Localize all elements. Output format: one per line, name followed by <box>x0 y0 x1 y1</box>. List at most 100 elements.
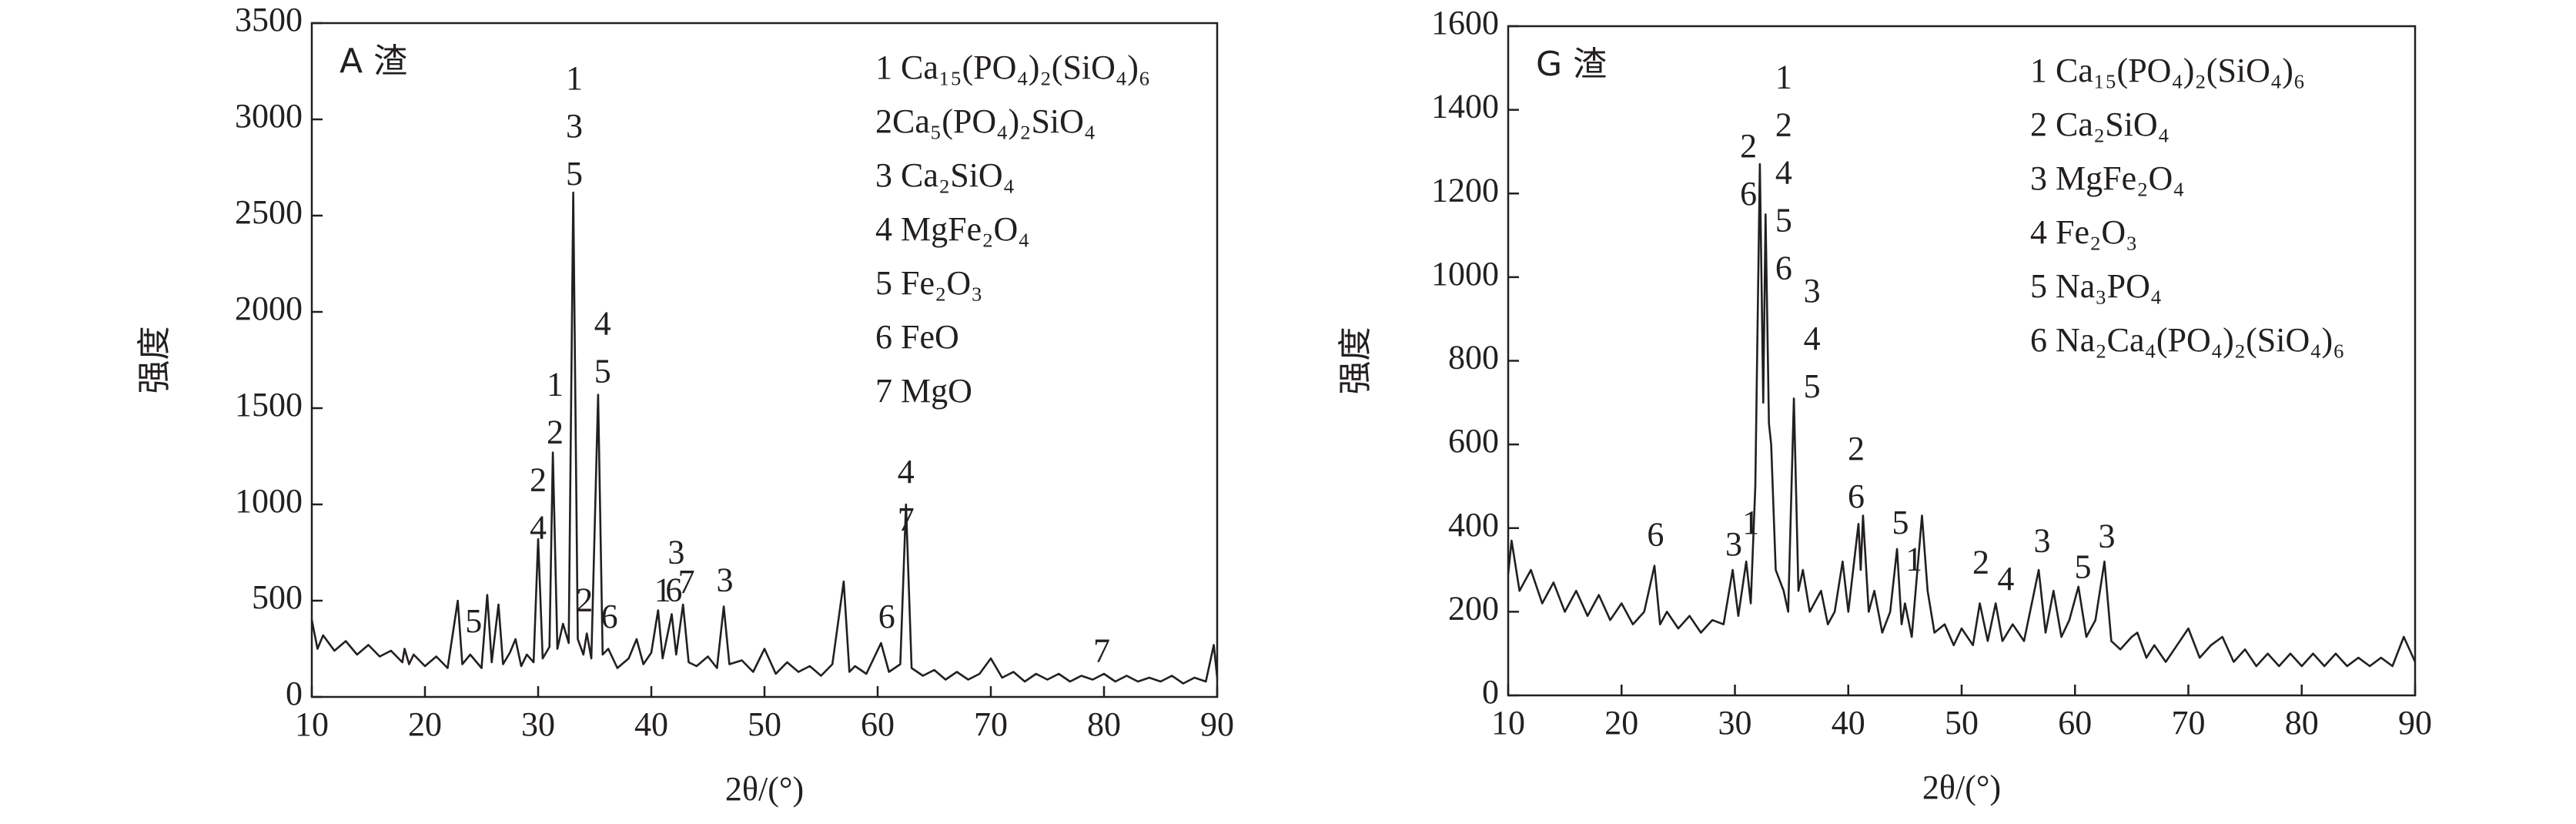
x-tick-label: 50 <box>748 705 781 743</box>
peak-label: 5 <box>2075 548 2092 586</box>
peak-label: 5 <box>465 602 482 640</box>
x-tick-label: 20 <box>1604 704 1638 742</box>
x-tick-label: 40 <box>1832 704 1865 742</box>
peak-label: 1 <box>1775 58 1792 95</box>
peak-label: 2 <box>1775 106 1792 143</box>
legend-entry: 7 MgO <box>875 372 972 410</box>
legend-entry: 4 Fe₂O₃ <box>2030 213 2137 251</box>
peak-label: 6 <box>1740 175 1757 213</box>
peak-label: 6 <box>1775 249 1792 286</box>
legend-entry: 1 Ca₁₅(PO₄)₂(SiO₄)₆ <box>875 49 1150 86</box>
peak-label: 3 <box>2098 518 2115 555</box>
y-tick-label: 1000 <box>1431 255 1499 293</box>
y-tick-label: 600 <box>1448 422 1499 460</box>
legend-entry: 3 MgFe₂O₄ <box>2030 159 2185 197</box>
x-tick-label: 10 <box>295 705 329 743</box>
xrd-line <box>310 191 1219 685</box>
peak-label: 5 <box>594 353 611 390</box>
peak-label: 1 <box>566 59 583 97</box>
peak-label: 1 <box>1905 540 1922 578</box>
legend-entry: 5 Fe₂O₃ <box>875 264 982 302</box>
peak-label: 3 <box>717 561 734 599</box>
peak-label: 6 <box>878 598 895 635</box>
peak-label: 6 <box>1848 477 1865 515</box>
peak-label: 2 <box>547 414 564 451</box>
y-tick-label: 1500 <box>235 386 303 424</box>
y-tick-label: 200 <box>1448 589 1499 627</box>
y-tick-label: 2500 <box>235 193 303 231</box>
peak-label: 2 <box>1848 430 1865 467</box>
peak-label: 3 <box>667 534 684 571</box>
y-tick-label: 2000 <box>235 290 303 327</box>
peak-label: 1 <box>547 366 564 404</box>
legend-entry: 3 Ca₂SiO₄ <box>875 156 1015 194</box>
x-tick-label: 80 <box>2285 704 2319 742</box>
y-tick-label: 3000 <box>235 97 303 135</box>
xrd-line <box>1507 162 2417 668</box>
peak-label: 4 <box>530 509 547 547</box>
y-tick-label: 800 <box>1448 339 1499 377</box>
y-axis-label: 强度 <box>1336 327 1375 395</box>
peak-label: 4 <box>1775 153 1792 191</box>
peak-label: 1 <box>654 571 671 609</box>
legend-entry: 6 Na₂Ca₄(PO₄)₂(SiO₄)₆ <box>2030 321 2345 359</box>
y-tick-label: 3500 <box>235 1 303 39</box>
y-tick-label: 500 <box>252 578 303 616</box>
peak-label: 3 <box>2034 521 2051 559</box>
peak-label: 6 <box>665 571 682 609</box>
plot-frame <box>1507 25 2417 697</box>
peak-label: 5 <box>1804 367 1821 405</box>
peak-label: 3 <box>1725 525 1742 563</box>
x-tick-label: 20 <box>408 705 442 743</box>
x-tick-label: 30 <box>521 705 555 743</box>
peak-label: 5 <box>566 155 583 193</box>
peak-label: 2 <box>1972 544 1989 581</box>
peak-label: 4 <box>898 453 915 491</box>
peak-label: 2 <box>530 461 547 499</box>
y-tick-label: 0 <box>286 675 303 712</box>
panel-title: G 渣 <box>1536 45 1607 84</box>
y-axis-label: 强度 <box>135 327 174 394</box>
x-axis-label: 2θ/(°) <box>1922 769 2001 806</box>
legend-entry: 4 MgFe₂O₄ <box>875 210 1030 248</box>
x-tick-label: 60 <box>861 705 895 743</box>
legend-entry: 2Ca₅(PO₄)₂SiO₄ <box>875 102 1096 140</box>
x-tick-label: 60 <box>2058 704 2092 742</box>
y-tick-label: 1000 <box>235 482 303 520</box>
legend-entry: 2 Ca₂SiO₄ <box>2030 106 2170 143</box>
peak-label: 1 <box>1742 504 1759 541</box>
peak-label: 3 <box>566 107 583 145</box>
legend-entry: 6 FeO <box>875 318 959 356</box>
y-tick-label: 1400 <box>1431 88 1499 126</box>
peak-label: 3 <box>1804 272 1821 310</box>
legend-entry: 1 Ca₁₅(PO₄)₂(SiO₄)₆ <box>2030 52 2305 89</box>
x-axis-label: 2θ/(°) <box>725 770 804 808</box>
x-tick-label: 10 <box>1491 704 1525 742</box>
peak-label: 4 <box>1804 320 1821 357</box>
peak-label: 7 <box>898 501 915 538</box>
peak-label: 7 <box>1093 632 1110 670</box>
peak-label: 5 <box>1892 504 1909 541</box>
x-tick-label: 50 <box>1945 704 1979 742</box>
peak-label: 2 <box>1740 127 1757 165</box>
peak-label: 6 <box>601 598 618 635</box>
peak-label: 7 <box>678 563 695 601</box>
x-tick-label: 90 <box>1200 705 1234 743</box>
y-tick-label: 400 <box>1448 506 1499 544</box>
peak-label: 4 <box>594 305 611 343</box>
x-tick-label: 70 <box>974 705 1008 743</box>
x-tick-label: 80 <box>1087 705 1121 743</box>
legend-entry: 5 Na₃PO₄ <box>2030 267 2162 305</box>
y-tick-label: 0 <box>1482 673 1499 711</box>
y-tick-label: 1200 <box>1431 171 1499 209</box>
x-tick-label: 90 <box>2398 704 2432 742</box>
x-tick-label: 70 <box>2172 704 2206 742</box>
peak-label: 2 <box>576 581 593 618</box>
y-tick-label: 1600 <box>1431 4 1499 42</box>
x-tick-label: 40 <box>634 705 668 743</box>
x-tick-label: 30 <box>1718 704 1752 742</box>
peak-label: 5 <box>1775 201 1792 239</box>
peak-label: 6 <box>1647 515 1664 553</box>
peak-label: 4 <box>1997 560 2014 598</box>
